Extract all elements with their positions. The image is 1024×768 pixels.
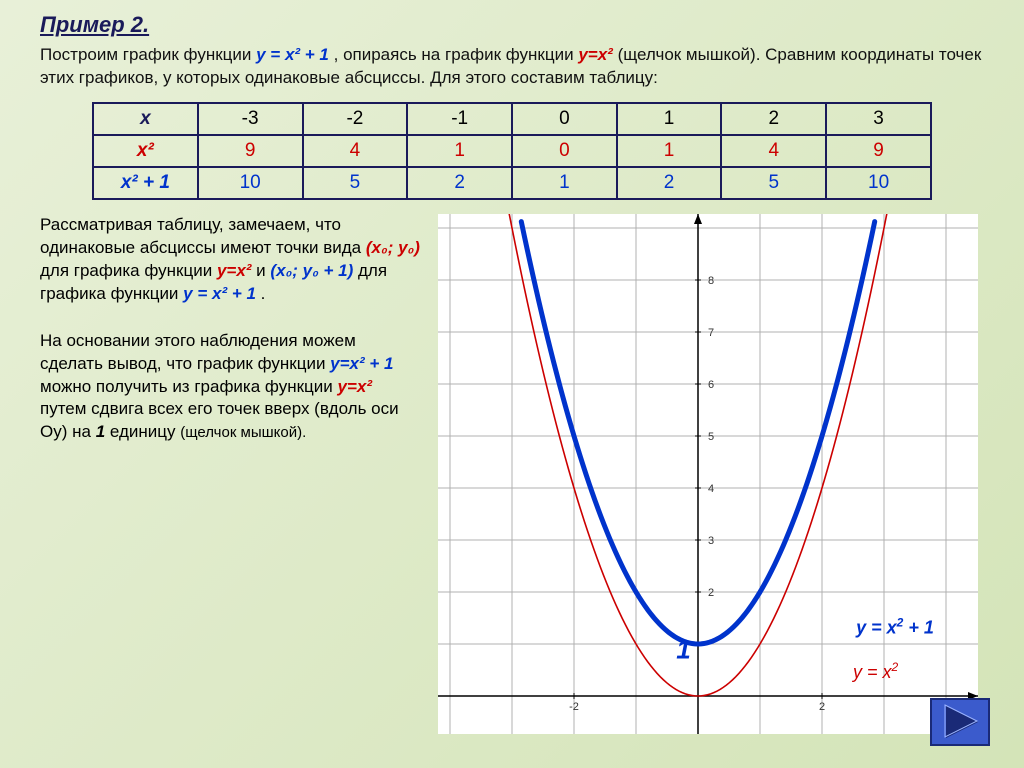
t: и: [256, 261, 270, 280]
th-v: -3: [198, 103, 303, 135]
para1: Рассматривая таблицу, замечаем, что один…: [40, 214, 420, 306]
th-x2p1: х² + 1: [93, 167, 198, 199]
fn: у=х² + 1: [330, 354, 393, 373]
pt: (х₀; у₀ + 1): [270, 261, 353, 280]
svg-text:4: 4: [708, 483, 714, 495]
td: 1: [617, 135, 722, 167]
svg-text:5: 5: [708, 431, 714, 443]
td: 9: [826, 135, 931, 167]
th-v: 0: [512, 103, 617, 135]
svg-text:1: 1: [676, 634, 690, 664]
chart-area[interactable]: -2 2 2 3 4 5 6 7 8 у = х2 + 1 у = х2 1: [438, 214, 984, 734]
td: 4: [303, 135, 408, 167]
svg-text:у = х2 + 1: у = х2 + 1: [855, 615, 934, 637]
fn: у=х²: [217, 261, 252, 280]
svg-text:2: 2: [708, 587, 714, 599]
table-row-x2p1: х² + 1 10 5 2 1 2 5 10: [93, 167, 931, 199]
th-v: 1: [617, 103, 722, 135]
td: 2: [407, 167, 512, 199]
intro-mid1: , опираясь на график функции: [334, 45, 579, 64]
table-row-x2: х² 9 4 1 0 1 4 9: [93, 135, 931, 167]
td: 9: [198, 135, 303, 167]
svg-text:2: 2: [819, 701, 825, 713]
td: 5: [303, 167, 408, 199]
th-v: 2: [721, 103, 826, 135]
t: можно получить из графика функции: [40, 377, 337, 396]
fn: у=х²: [337, 377, 372, 396]
svg-text:6: 6: [708, 379, 714, 391]
t: На основании этого наблюдения можем сдел…: [40, 331, 356, 373]
svg-text:у = х2: у = х2: [851, 660, 899, 682]
pt: (х₀; у₀): [366, 238, 420, 257]
svg-text:7: 7: [708, 327, 714, 339]
intro-fn2: у=х²: [578, 45, 613, 64]
analysis-text: Рассматривая таблицу, замечаем, что один…: [40, 214, 420, 468]
svg-text:8: 8: [708, 275, 714, 287]
n: 1: [96, 422, 105, 441]
td: 5: [721, 167, 826, 199]
t: Рассматривая таблицу, замечаем, что один…: [40, 215, 366, 257]
t: .: [261, 284, 266, 303]
th-v: -2: [303, 103, 408, 135]
next-button[interactable]: [930, 698, 990, 746]
parabola-chart: -2 2 2 3 4 5 6 7 8 у = х2 + 1 у = х2 1: [438, 214, 978, 734]
t: единицу: [110, 422, 180, 441]
fn: у = х² + 1: [183, 284, 256, 303]
t: для графика функции: [40, 261, 217, 280]
svg-text:-2: -2: [569, 701, 579, 713]
td: 1: [407, 135, 512, 167]
td: 0: [512, 135, 617, 167]
td: 4: [721, 135, 826, 167]
svg-text:3: 3: [708, 535, 714, 547]
td: 10: [826, 167, 931, 199]
intro-prefix: Построим график функции: [40, 45, 256, 64]
intro-fn1: у = х² + 1: [256, 45, 329, 64]
td: 1: [512, 167, 617, 199]
th-v: 3: [826, 103, 931, 135]
slide-title: Пример 2.: [40, 12, 984, 38]
th-x: х: [93, 103, 198, 135]
td: 2: [617, 167, 722, 199]
values-table: х -3 -2 -1 0 1 2 3 х² 9 4 1 0 1 4 9 х² +…: [92, 102, 932, 200]
table-row-header: х -3 -2 -1 0 1 2 3: [93, 103, 931, 135]
intro-text: Построим график функции у = х² + 1 , опи…: [40, 44, 984, 90]
td: 10: [198, 167, 303, 199]
th-v: -1: [407, 103, 512, 135]
hint: (щелчок мышкой).: [180, 424, 306, 441]
th-x2: х²: [93, 135, 198, 167]
para2: На основании этого наблюдения можем сдел…: [40, 330, 420, 445]
